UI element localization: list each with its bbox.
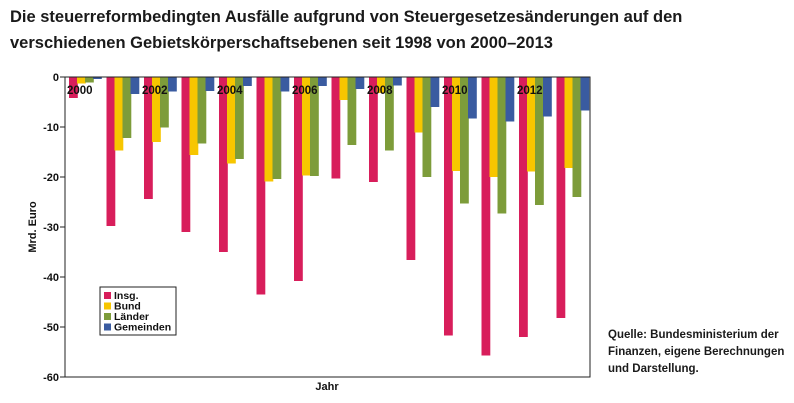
legend-label: Gemeinden (114, 322, 171, 334)
legend-label: Bund (114, 301, 141, 313)
y-tick-label: -60 (43, 372, 59, 384)
bar-bund-2002 (152, 77, 161, 142)
legend-swatch-bund (104, 302, 111, 310)
x-tick-label: 2010 (442, 85, 468, 97)
bar-insg-2011 (481, 77, 491, 356)
bar-bund-2010 (452, 77, 461, 171)
legend-label: Insg. (114, 290, 139, 302)
y-tick-label: -20 (43, 172, 59, 184)
bar-gemeinden-2012 (543, 77, 552, 117)
x-tick-label: 2002 (142, 85, 168, 97)
bar-lnder-2011 (497, 77, 507, 214)
bar-gemeinden-2004 (243, 77, 252, 86)
legend-swatch-insg (104, 292, 111, 299)
bar-gemeinden-2003 (205, 77, 215, 91)
legend-label: Länder (114, 311, 149, 323)
bar-bund-2004 (227, 77, 236, 164)
chart-title: Die steuerreformbedingten Ausfälle aufgr… (10, 8, 683, 52)
bar-bund-2013 (564, 77, 574, 168)
bar-insg-2000 (69, 77, 78, 98)
bar-gemeinden-2010 (468, 77, 477, 119)
bar-gemeinden-2000 (93, 77, 102, 79)
bar-gemeinden-2007 (355, 77, 365, 89)
bar-lnder-2009 (422, 77, 432, 177)
bar-bund-2003 (189, 77, 199, 155)
bar-lnder-2001 (122, 77, 132, 138)
bar-lnder-2000 (85, 77, 94, 83)
bar-insg-2003 (181, 77, 191, 232)
bar-bund-2006 (302, 77, 311, 176)
bar-lnder-2012 (535, 77, 544, 205)
bar-gemeinden-2013 (580, 77, 590, 111)
bar-lnder-2003 (197, 77, 207, 144)
category-labels-group: 2000 2002 2004 2006 2008 2010 2012 (67, 85, 543, 97)
y-tick-label: -10 (43, 122, 59, 134)
bar-gemeinden-2008 (393, 77, 402, 86)
bar-bund-2005 (264, 77, 274, 182)
legend-box (99, 286, 177, 336)
bars-group (69, 77, 590, 356)
bar-gemeinden-2002 (168, 77, 177, 92)
bar-insg-2006 (294, 77, 303, 281)
x-tick-label: 2008 (367, 85, 393, 97)
bar-gemeinden-2006 (318, 77, 327, 86)
bar-insg-2005 (256, 77, 266, 295)
bar-lnder-2002 (160, 77, 169, 128)
y-tick-label: -50 (43, 322, 59, 334)
x-tick-label: 2000 (67, 85, 93, 97)
source-note: Quelle: Bundesministerium der Finanzen, … (608, 329, 785, 375)
bar-bund-2011 (489, 77, 499, 177)
bar-gemeinden-2001 (130, 77, 140, 94)
bar-gemeinden-2005 (280, 77, 290, 92)
y-axis-ticks: 0 -10 -20 -30 -40 -50 -60 (43, 72, 65, 384)
bar-bund-2009 (414, 77, 424, 133)
x-tick-label: 2006 (292, 85, 318, 97)
y-tick-label: -40 (43, 272, 59, 284)
y-axis-title: Mrd. Euro (27, 201, 39, 253)
bar-lnder-2010 (460, 77, 469, 204)
plot-frame (64, 76, 591, 378)
bar-lnder-2007 (347, 77, 357, 145)
bar-insg-2013 (556, 77, 566, 318)
bar-gemeinden-2009 (430, 77, 440, 107)
bar-bund-2000 (77, 77, 86, 84)
bar-lnder-2005 (272, 77, 282, 179)
bar-insg-2012 (519, 77, 528, 337)
x-tick-label: 2012 (517, 85, 543, 97)
legend-swatch-lnder (104, 313, 111, 320)
bar-bund-2008 (377, 77, 386, 93)
bar-insg-2004 (219, 77, 228, 252)
bar-lnder-2004 (235, 77, 244, 159)
bar-lnder-2006 (310, 77, 319, 176)
bar-bund-2007 (339, 77, 349, 100)
bar-insg-2002 (144, 77, 153, 199)
y-tick-label: -30 (43, 222, 59, 234)
bar-insg-2008 (369, 77, 378, 182)
bar-insg-2007 (331, 77, 341, 179)
bar-lnder-2008 (385, 77, 394, 151)
bar-lnder-2013 (572, 77, 582, 197)
legend-swatch-gemeinden (104, 323, 111, 331)
bar-bund-2001 (114, 77, 124, 151)
bar-insg-2001 (106, 77, 116, 226)
x-tick-label: 2004 (217, 85, 243, 97)
bar-insg-2009 (406, 77, 416, 260)
bar-insg-2010 (444, 77, 453, 336)
x-axis-title: Jahr (315, 381, 339, 393)
bar-gemeinden-2011 (505, 77, 515, 122)
bar-bund-2012 (527, 77, 536, 172)
y-tick-label: 0 (53, 72, 59, 84)
